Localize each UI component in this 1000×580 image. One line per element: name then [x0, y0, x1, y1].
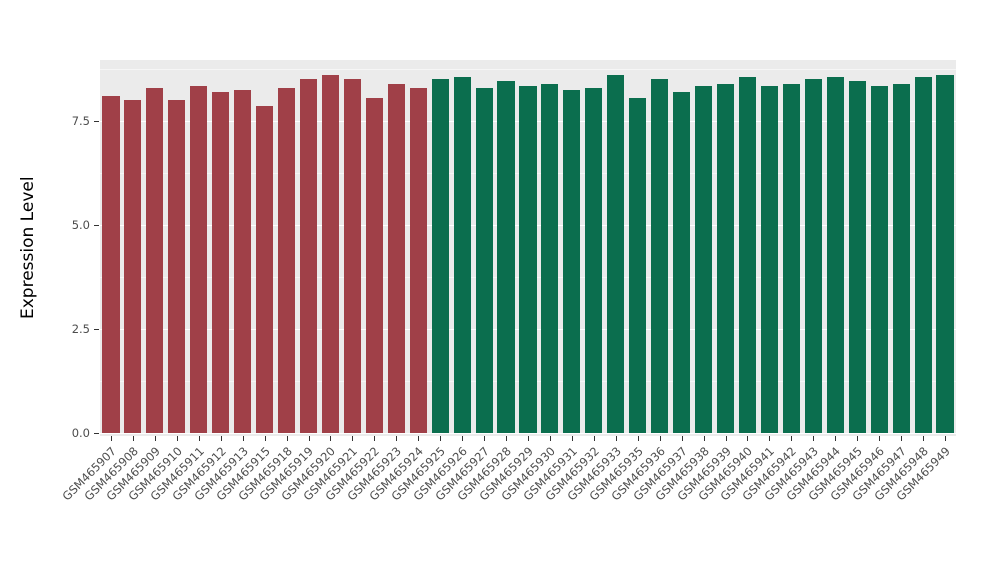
bar	[409, 87, 427, 433]
bar	[431, 79, 449, 433]
bar	[629, 98, 647, 433]
x-tick-mark	[484, 436, 486, 441]
bar	[453, 77, 471, 433]
bar	[651, 79, 669, 433]
bar	[387, 83, 405, 433]
x-tick-mark	[769, 436, 771, 441]
bar	[760, 85, 778, 433]
x-tick-mark	[110, 436, 112, 441]
y-tick-label: 2.5	[71, 322, 90, 336]
x-tick-mark	[264, 436, 266, 441]
x-tick-mark	[725, 436, 727, 441]
x-tick-mark	[879, 436, 881, 441]
bar	[190, 85, 208, 433]
y-tick-label: 5.0	[71, 218, 90, 232]
x-tick-mark	[528, 436, 529, 441]
x-tick-mark	[571, 436, 573, 441]
bar	[278, 87, 296, 433]
y-tick-label: 7.5	[71, 114, 90, 128]
x-tick-mark	[396, 436, 398, 441]
x-tick-mark	[462, 436, 464, 441]
bar	[695, 85, 713, 433]
bar	[519, 85, 537, 433]
bar	[212, 91, 230, 433]
bar	[256, 106, 274, 433]
x-tick-mark	[330, 436, 332, 441]
x-tick-mark	[440, 436, 442, 441]
y-tick-label: 0.0	[71, 426, 90, 440]
x-tick-mark	[154, 436, 156, 441]
x-tick-mark	[506, 436, 508, 441]
x-tick-mark	[418, 436, 420, 441]
x-tick-mark	[593, 436, 595, 441]
bar	[365, 98, 383, 433]
bar	[826, 77, 844, 433]
x-tick-mark	[659, 436, 661, 441]
x-tick-mark	[835, 436, 837, 441]
x-tick-mark	[308, 436, 310, 441]
bar	[585, 87, 603, 433]
bar	[146, 87, 164, 433]
bar	[124, 100, 142, 433]
x-tick-mark	[637, 436, 639, 441]
bar	[870, 85, 888, 433]
x-tick-mark	[176, 436, 178, 441]
x-tick-mark	[220, 436, 222, 441]
bar	[343, 79, 361, 433]
y-tick-mark	[94, 329, 99, 330]
x-tick-mark	[242, 436, 244, 441]
gridline-minor	[100, 69, 956, 70]
bar	[475, 87, 493, 433]
x-tick-mark	[901, 436, 903, 441]
bar	[607, 75, 625, 433]
bar	[563, 89, 581, 433]
x-tick-mark	[549, 436, 551, 441]
bar	[848, 81, 866, 433]
bar	[914, 77, 932, 433]
bar	[738, 77, 757, 433]
x-tick-mark	[352, 436, 354, 441]
x-tick-mark	[703, 436, 705, 441]
bar	[168, 100, 186, 433]
bar	[716, 83, 735, 433]
y-tick-mark	[94, 433, 99, 434]
bar	[804, 79, 822, 433]
y-tick-mark	[94, 121, 99, 122]
x-tick-mark	[198, 436, 200, 441]
x-tick-mark	[923, 436, 925, 441]
x-tick-mark	[132, 436, 134, 441]
bar	[102, 96, 120, 433]
x-tick-mark	[615, 436, 617, 441]
bar	[541, 83, 559, 433]
x-tick-mark	[747, 436, 749, 441]
x-tick-mark	[813, 436, 815, 441]
bar	[234, 89, 252, 433]
x-tick-mark	[374, 436, 376, 441]
gridline-major	[100, 433, 956, 434]
y-tick-mark	[94, 225, 99, 226]
x-tick-mark	[681, 436, 683, 441]
plot-panel	[100, 60, 956, 436]
bar	[936, 75, 954, 433]
bar	[299, 79, 318, 433]
bar	[782, 83, 800, 433]
bar	[673, 91, 691, 433]
x-tick-mark	[945, 436, 947, 441]
bar	[892, 83, 910, 433]
bar	[497, 81, 515, 433]
x-tick-mark	[286, 436, 288, 441]
bar	[321, 75, 339, 433]
x-tick-mark	[857, 436, 859, 441]
x-tick-mark	[791, 436, 793, 441]
